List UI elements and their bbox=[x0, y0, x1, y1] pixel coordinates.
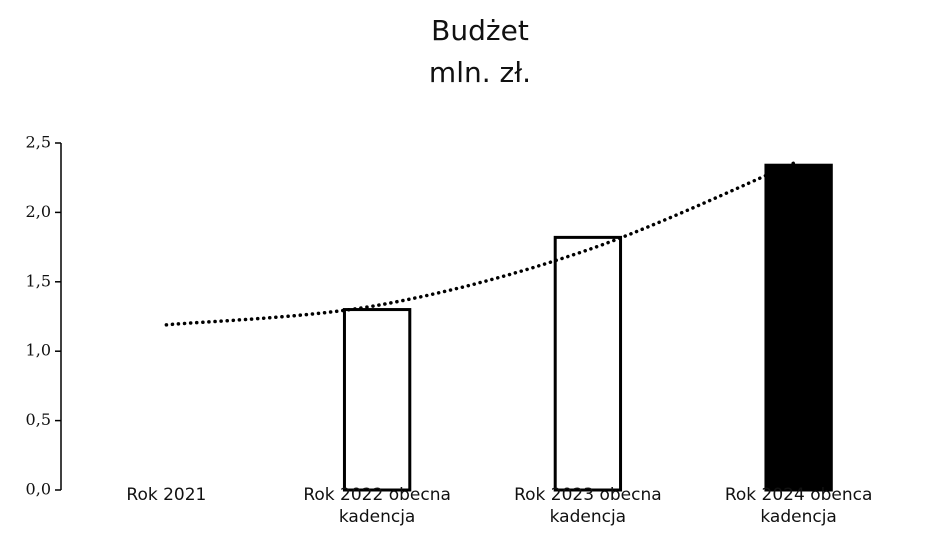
chart-title: Budżet bbox=[431, 14, 529, 47]
y-tick-label: 1,0 bbox=[26, 341, 51, 360]
x-tick-label: Rok 2024 obenca kadencja bbox=[724, 485, 873, 527]
trendline bbox=[164, 159, 801, 327]
bar bbox=[342, 308, 412, 492]
bar bbox=[553, 235, 623, 492]
x-tick-label: Rok 2021 bbox=[126, 485, 207, 505]
x-tick-label: Rok 2023 obecna kadencja bbox=[514, 485, 662, 527]
y-tick-label: 2,0 bbox=[26, 202, 51, 221]
y-tick-label: 0,5 bbox=[26, 410, 51, 429]
y-tick-label: 1,5 bbox=[26, 271, 51, 290]
y-tick-label: 0,0 bbox=[26, 480, 51, 499]
chart-subtitle: mln. zł. bbox=[429, 56, 531, 89]
y-tick-label: 2,5 bbox=[26, 133, 51, 152]
bar bbox=[764, 163, 833, 492]
x-tick-label: Rok 2022 obecna kadencja bbox=[303, 485, 451, 527]
